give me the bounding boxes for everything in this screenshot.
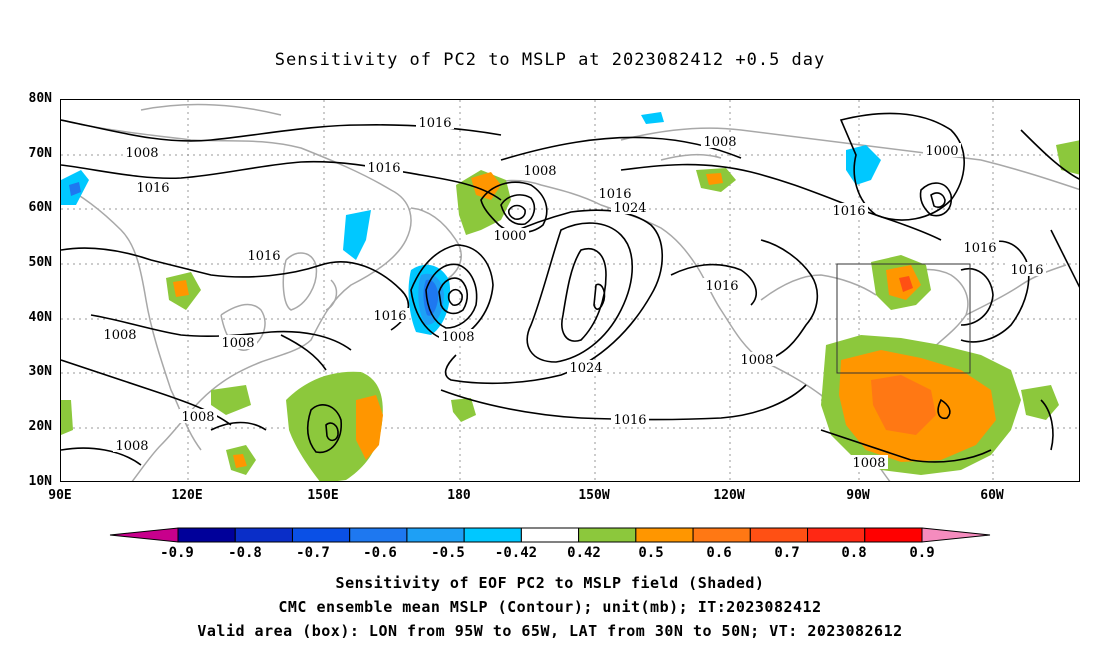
contour-label: 1008 (103, 328, 136, 343)
lat-label-10n: 10N (28, 474, 52, 489)
colorbar-swatch (234, 527, 293, 543)
colorbar-swatch (864, 527, 923, 543)
contour-label: 1008 (703, 135, 736, 150)
sensitivity-shading (61, 112, 1079, 481)
colorbar (109, 527, 991, 543)
contour-label: 1016 (418, 116, 451, 131)
map-panel: 1016 1008 1016 1016 1016 1016 1008 1008 … (60, 99, 1080, 482)
caption-line-2: CMC ensemble mean MSLP (Contour); unit(m… (278, 598, 822, 616)
contour-label: 1008 (221, 336, 254, 351)
contour-label: 1000 (493, 229, 526, 244)
colorbar-tick-label: -0.7 (296, 545, 330, 561)
lon-label-90w: 90W (846, 488, 870, 503)
map-title: Sensitivity of PC2 to MSLP at 2023082412… (274, 50, 826, 70)
contour-label: 1016 (136, 181, 169, 196)
contour-label: 1024 (569, 361, 602, 376)
contour-label: 1008 (740, 353, 773, 368)
colorbar-tick-label: 0.42 (567, 545, 601, 561)
lat-label-80n: 80N (28, 91, 52, 106)
contour-label: 1016 (705, 279, 738, 294)
colorbar-swatch (921, 527, 991, 543)
colorbar-tick-label: 0.5 (638, 545, 664, 561)
colorbar-swatch (463, 527, 522, 543)
contour-label: 1016 (963, 241, 996, 256)
valid-area-box (836, 263, 971, 374)
colorbar-swatch (807, 527, 866, 543)
colorbar-swatch (349, 527, 408, 543)
colorbar-swatch (692, 527, 751, 543)
contour-label: 1016 (1010, 263, 1043, 278)
colorbar-swatch (578, 527, 637, 543)
lat-label-70n: 70N (28, 146, 52, 161)
lon-label-150w: 150W (578, 488, 610, 503)
contour-label: 1008 (441, 330, 474, 345)
colorbar-tick-label: 0.8 (841, 545, 867, 561)
colorbar-tick-label: -0.42 (494, 545, 538, 561)
colorbar-tick-label: 0.6 (706, 545, 732, 561)
lon-label-60w: 60W (980, 488, 1004, 503)
contour-labels: 1016 1008 1016 1016 1016 1016 1008 1008 … (101, 115, 1046, 471)
caption-line-1: Sensitivity of EOF PC2 to MSLP field (Sh… (335, 574, 765, 592)
contour-label: 1016 (367, 161, 400, 176)
colorbar-swatch (177, 527, 236, 543)
colorbar-swatch (406, 527, 465, 543)
lon-label-120e: 120E (171, 488, 203, 503)
contour-label: 1016 (247, 249, 280, 264)
contour-label: 1016 (832, 204, 865, 219)
caption-line-3: Valid area (box): LON from 95W to 65W, L… (197, 622, 903, 640)
colorbar-swatch (749, 527, 809, 543)
lon-label-90e: 90E (48, 488, 72, 503)
lat-label-30n: 30N (28, 364, 52, 379)
contour-label: 1008 (181, 410, 214, 425)
colorbar-tick-label: 0.9 (909, 545, 935, 561)
contour-label: 1016 (613, 413, 646, 428)
lon-label-150e: 150E (307, 488, 339, 503)
lon-label-120w: 120W (713, 488, 745, 503)
contour-label: 1008 (852, 456, 885, 471)
contour-label: 1024 (613, 201, 646, 216)
contour-label: 1008 (125, 146, 158, 161)
lat-label-40n: 40N (28, 310, 52, 325)
colorbar-tick-label: -0.6 (363, 545, 397, 561)
contour-label: 1008 (523, 164, 556, 179)
lat-label-20n: 20N (28, 419, 52, 434)
contour-label: 1016 (373, 309, 406, 324)
colorbar-tick-label: -0.9 (160, 545, 194, 561)
colorbar-swatch (109, 527, 179, 543)
lon-label-180: 180 (447, 488, 471, 503)
lat-label-50n: 50N (28, 255, 52, 270)
colorbar-tick-label: -0.8 (228, 545, 262, 561)
colorbar-swatch (291, 527, 351, 543)
contour-label: 1008 (115, 439, 148, 454)
map-canvas: 1016 1008 1016 1016 1016 1016 1008 1008 … (61, 100, 1079, 481)
colorbar-tick-label: 0.7 (774, 545, 800, 561)
lat-label-60n: 60N (28, 200, 52, 215)
contour-label: 1000 (925, 144, 958, 159)
contour-label: 1016 (598, 187, 631, 202)
colorbar-swatch (520, 527, 580, 543)
colorbar-tick-label: -0.5 (431, 545, 465, 561)
colorbar-swatch (635, 527, 694, 543)
